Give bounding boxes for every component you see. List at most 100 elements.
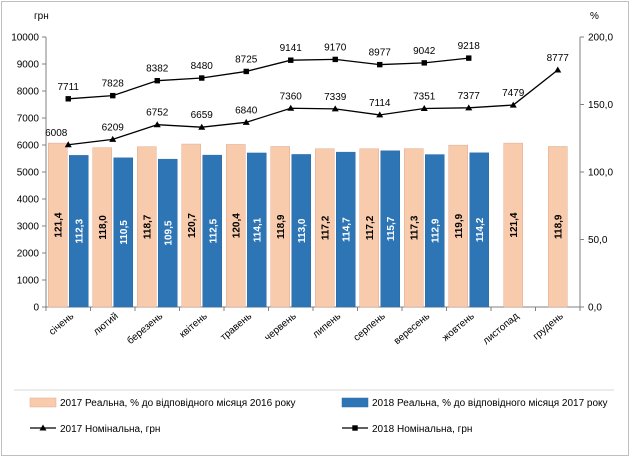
right-tick-label: 50,0	[588, 235, 608, 246]
line-2017	[68, 69, 559, 146]
line-marker-square	[154, 77, 160, 84]
left-tick-label: 4000	[17, 195, 40, 206]
line-marker-square	[466, 55, 472, 61]
line-data-label: 9170	[324, 42, 347, 53]
bar-2018	[469, 152, 489, 308]
left-axis-unit: грн	[34, 11, 49, 22]
bar-data-label: 112,9	[431, 218, 442, 243]
left-tick-label: 9000	[17, 60, 40, 71]
bar-2017	[315, 148, 335, 308]
bar-2018	[202, 154, 222, 308]
bar-data-label: 118,0	[98, 215, 109, 240]
right-tick-label: 200,0	[588, 33, 613, 44]
line-data-label: 7339	[324, 92, 347, 103]
line-marker-triangle	[554, 66, 562, 73]
line-data-label: 7114	[369, 98, 391, 109]
bar-data-label: 121,4	[54, 212, 65, 237]
line-data-label: 7377	[458, 91, 481, 102]
bar-data-label: 121,4	[509, 212, 520, 237]
bar-data-label: 117,2	[365, 215, 376, 240]
legend-swatch-bar	[341, 397, 369, 408]
bar-2018	[380, 150, 400, 308]
left-tick-label: 10000	[11, 33, 39, 44]
left-tick-label: 6000	[17, 141, 40, 152]
bar-2017	[92, 147, 112, 308]
bar-2018	[158, 158, 178, 308]
legend-label: 2017 Номінальна, грн	[60, 424, 160, 435]
category-label: липень	[311, 311, 343, 341]
left-tick-label: 1000	[17, 276, 40, 287]
bar-data-label: 109,5	[164, 220, 175, 245]
line-data-label: 8382	[146, 64, 169, 75]
line-data-label: 8725	[235, 54, 258, 65]
line-marker-triangle	[376, 111, 384, 118]
line-data-label: 7479	[502, 88, 525, 99]
line-data-label: 6659	[191, 110, 214, 121]
bar-2017	[404, 148, 424, 308]
line-marker-square	[243, 68, 249, 75]
bar-2017	[181, 143, 201, 308]
bar-2018	[425, 154, 445, 308]
bar-data-label: 117,2	[321, 215, 332, 240]
legend-marker-square	[352, 425, 358, 431]
line-marker-triangle	[153, 121, 161, 128]
line-data-label: 8977	[369, 48, 392, 59]
left-tick-label: 3000	[17, 222, 40, 233]
category-label: вересень	[392, 311, 432, 347]
legend-marker-triangle	[39, 424, 47, 431]
category-label: січень	[47, 311, 76, 338]
line-data-label: 8480	[191, 61, 214, 72]
line-data-label: 6840	[235, 105, 258, 116]
line-data-label: 6752	[146, 108, 169, 119]
bar-data-label: 120,7	[187, 213, 198, 238]
line-marker-square	[421, 60, 427, 66]
right-tick-label: 100,0	[588, 168, 613, 179]
bar-2017	[48, 142, 68, 308]
legend-label: 2017 Реальна, % до відповідного місяця 2…	[60, 398, 296, 409]
left-tick-label: 7000	[17, 114, 40, 125]
right-tick-label: 0,0	[588, 303, 602, 314]
line-data-label: 9042	[413, 46, 436, 57]
bar-2017	[503, 142, 523, 308]
category-label: червень	[263, 311, 299, 344]
bar-2018	[336, 151, 356, 308]
left-tick-label: 0	[33, 303, 39, 314]
bar-data-label: 112,5	[208, 218, 219, 243]
bar-2017	[548, 146, 568, 308]
legend-label: 2018 Реальна, % до відповідного місяця 2…	[372, 398, 608, 409]
bar-2018	[247, 152, 267, 308]
bar-data-label: 118,9	[276, 214, 287, 239]
left-tick-label: 2000	[17, 249, 40, 260]
line-data-label: 6209	[102, 122, 125, 133]
bar-data-label: 114,7	[342, 217, 353, 242]
line-marker-square	[199, 75, 205, 81]
bar-data-label: 113,0	[297, 218, 308, 243]
line-data-label: 7828	[102, 79, 125, 90]
line-marker-square	[65, 96, 71, 102]
bar-data-label: 110,5	[119, 220, 130, 245]
bar-2018	[69, 155, 89, 308]
bar-data-label: 118,7	[143, 214, 154, 239]
bar-data-label: 120,4	[232, 213, 243, 238]
bar-2017	[137, 146, 157, 308]
line-data-label: 7360	[280, 91, 303, 102]
category-label: грудень	[531, 311, 566, 343]
line-marker-triangle	[287, 104, 295, 111]
line-marker-square	[377, 61, 383, 68]
line-marker-triangle	[331, 105, 339, 112]
line-marker-triangle	[198, 123, 206, 130]
line-2018	[68, 57, 469, 100]
category-label: травень	[219, 311, 255, 343]
category-label: серпень	[352, 311, 388, 344]
bar-data-label: 118,9	[554, 214, 565, 239]
line-data-label: 9218	[458, 41, 481, 52]
bar-2018	[291, 154, 311, 308]
category-label: березень	[125, 310, 166, 347]
bar-2017	[226, 144, 246, 308]
line-data-label: 6008	[45, 128, 68, 139]
bar-2017	[359, 148, 379, 308]
line-data-label: 8777	[547, 53, 570, 64]
right-tick-label: 150,0	[588, 100, 613, 111]
